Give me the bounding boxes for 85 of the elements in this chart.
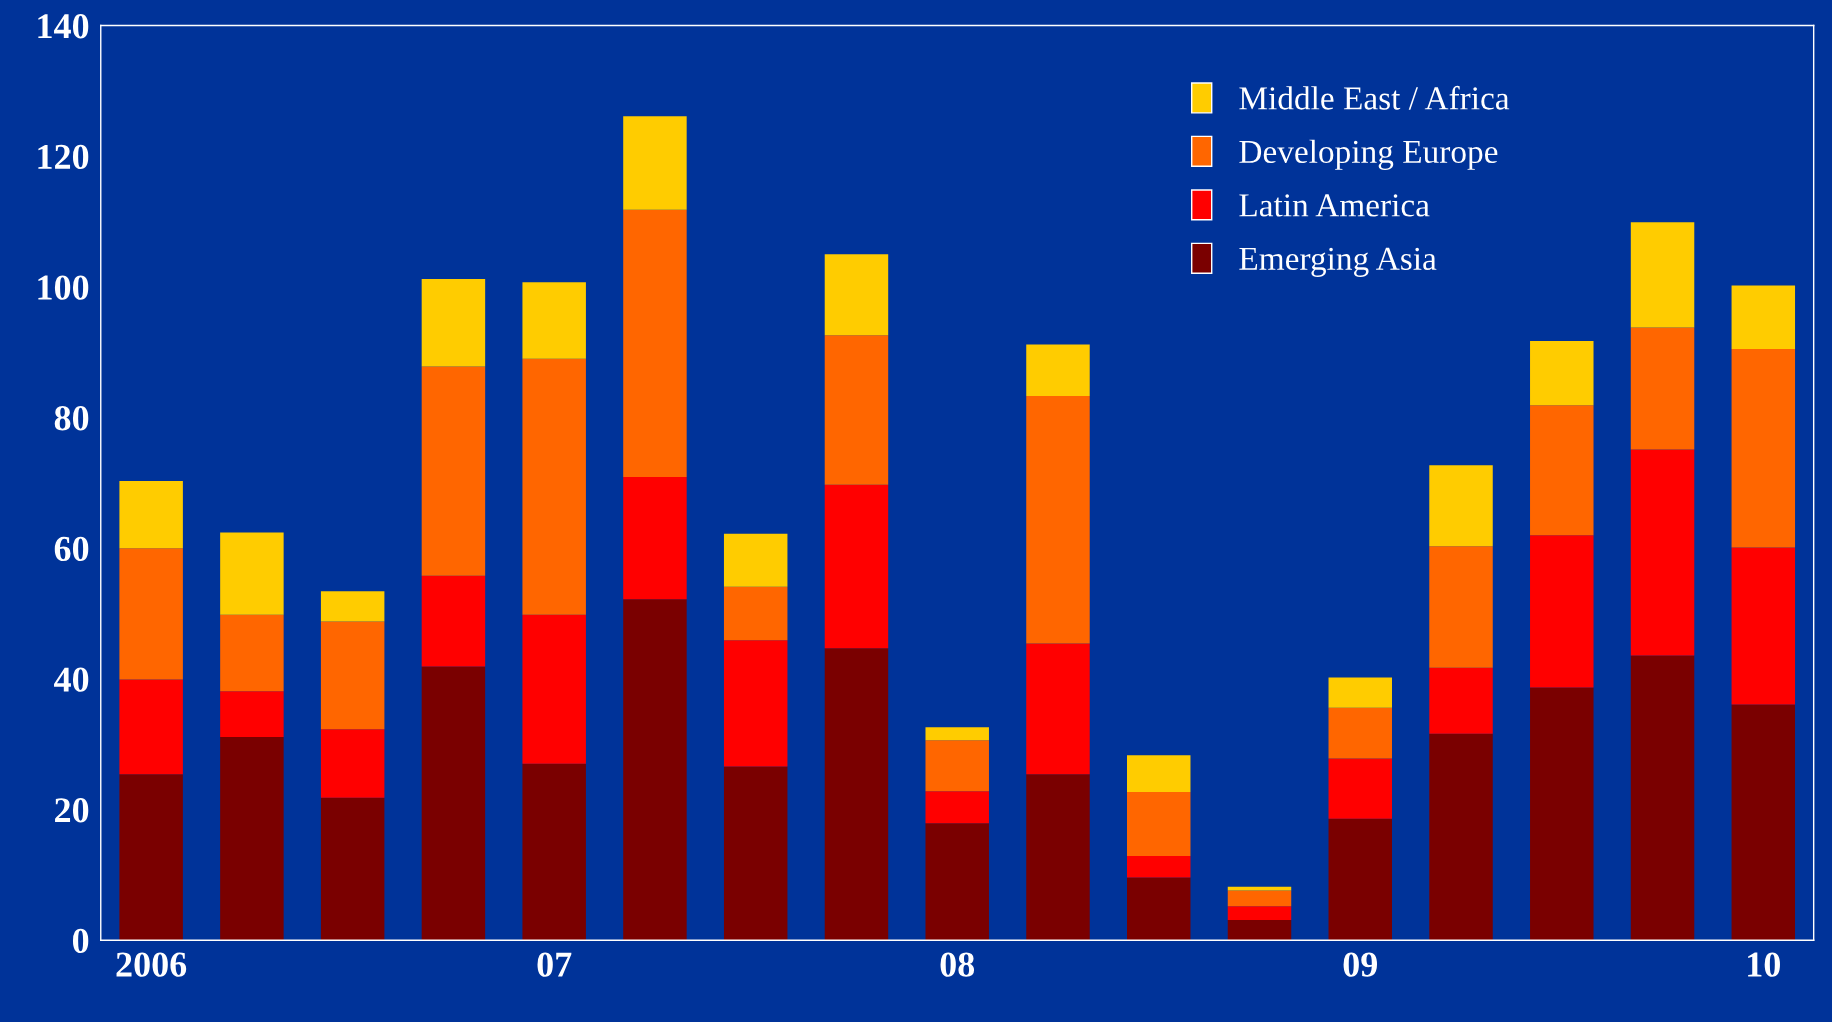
bar (320, 729, 385, 798)
bar (1328, 707, 1392, 759)
bar (1127, 755, 1191, 792)
bar (1227, 886, 1292, 891)
bar (1026, 396, 1090, 644)
bar (1630, 655, 1695, 941)
bar (522, 282, 586, 359)
bar (723, 640, 788, 767)
legend-label: Middle East / Africa (1239, 85, 1510, 110)
bar (623, 209, 687, 478)
bar (119, 480, 183, 549)
bar (220, 691, 284, 738)
bar (320, 797, 385, 941)
y-tick-label: 20 (55, 798, 89, 823)
bar (824, 648, 889, 941)
bar (1328, 818, 1392, 941)
bar (421, 366, 486, 576)
bar (421, 575, 486, 667)
bar (220, 532, 284, 615)
bar (119, 548, 183, 680)
bar (522, 358, 586, 615)
bar (1530, 535, 1594, 688)
y-tick-label: 60 (54, 536, 89, 562)
x-tick-label: 09 (1343, 952, 1378, 977)
bar (1026, 774, 1090, 941)
bar (220, 737, 284, 941)
y-tick-label: 0 (72, 928, 89, 954)
bar (623, 599, 687, 941)
bar (1227, 890, 1292, 907)
bar (623, 477, 687, 600)
legend-label: Latin America (1239, 194, 1430, 217)
y-tick-label: 80 (54, 406, 89, 431)
y-tick-label: 40 (54, 667, 89, 692)
bar (421, 666, 486, 941)
bar (1429, 733, 1493, 941)
bar (522, 614, 586, 764)
bar (1530, 341, 1594, 406)
legend-label: Developing Europe (1239, 139, 1498, 170)
bar (1630, 222, 1695, 328)
bar (1429, 546, 1493, 668)
bar (1731, 285, 1796, 349)
bar (421, 279, 486, 367)
bar (623, 116, 687, 210)
bar (1227, 919, 1292, 941)
bar (925, 791, 989, 824)
bar (1227, 906, 1292, 920)
bar (1328, 677, 1392, 708)
bar (1127, 791, 1191, 856)
bar (723, 586, 788, 641)
y-tick-label: 140 (38, 14, 89, 39)
x-tick-label: 10 (1748, 952, 1780, 977)
bar (1630, 449, 1695, 656)
x-tick-label: 2006 (116, 952, 187, 977)
bar (1731, 704, 1796, 941)
bar (1127, 877, 1191, 941)
bar (723, 766, 788, 941)
x-tick-label: 07 (537, 952, 572, 977)
y-tick-label: 100 (38, 275, 89, 300)
bar (1026, 344, 1090, 396)
x-tick-label: 08 (940, 952, 975, 977)
bar (320, 621, 385, 730)
bar (824, 484, 889, 649)
bar (723, 533, 788, 587)
bar (1731, 348, 1796, 548)
bar (522, 763, 586, 941)
bar (1127, 855, 1191, 878)
bar (320, 591, 385, 622)
bar (824, 335, 889, 485)
bar (1530, 405, 1594, 536)
bar (1026, 643, 1090, 775)
bar (925, 823, 989, 941)
bar (119, 679, 183, 775)
bar (1731, 547, 1796, 705)
bar (1328, 758, 1392, 819)
bar (1630, 327, 1695, 450)
bar (1429, 667, 1493, 734)
bar (220, 614, 284, 692)
bar (824, 254, 889, 336)
bar (1429, 465, 1493, 547)
legend-label: Emerging Asia (1239, 247, 1437, 277)
bar (925, 740, 989, 792)
bar (119, 774, 183, 941)
bar (925, 727, 989, 741)
y-tick-label: 120 (38, 144, 89, 170)
bar (1530, 687, 1594, 941)
